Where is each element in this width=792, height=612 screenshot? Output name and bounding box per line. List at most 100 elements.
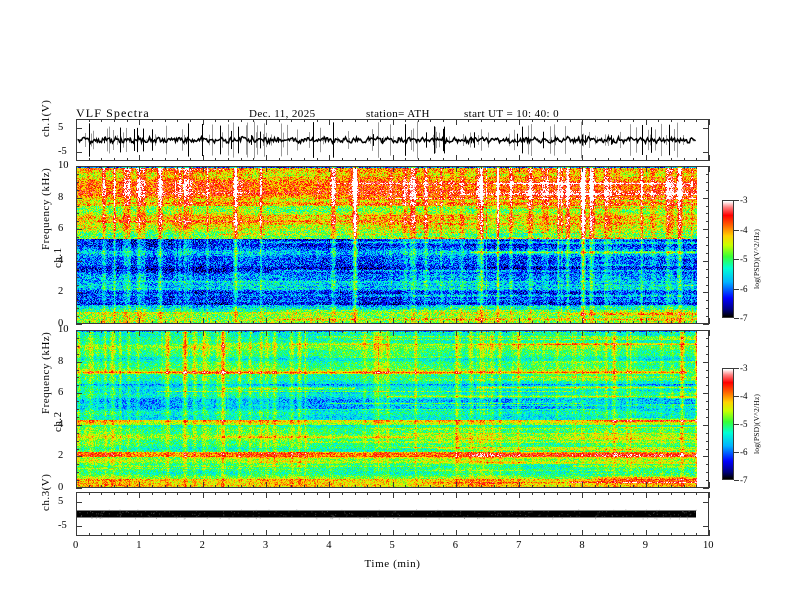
x-tick	[342, 485, 343, 488]
colorbar-tick-label: -5	[740, 254, 748, 264]
x-tick	[671, 330, 672, 333]
x-tick	[418, 158, 419, 161]
x-tick	[342, 321, 343, 324]
x-tick	[241, 158, 242, 161]
x-tick	[89, 166, 90, 169]
x-tick	[557, 485, 558, 488]
x-tick	[696, 321, 697, 324]
x-tick	[544, 166, 545, 169]
x-tick	[620, 533, 621, 536]
y-tick	[703, 324, 709, 325]
x-tick	[76, 119, 77, 125]
y-tick	[76, 456, 82, 457]
y-tick	[706, 346, 709, 347]
colorbar-tick-label: -3	[740, 363, 748, 373]
x-tick	[671, 321, 672, 324]
colorbar-tick-label: -6	[740, 284, 748, 294]
y-tick-label: -5	[58, 145, 67, 157]
x-tick	[203, 330, 204, 336]
x-tick	[456, 318, 457, 324]
x-tick	[304, 119, 305, 122]
x-tick	[190, 485, 191, 488]
x-tick	[380, 533, 381, 536]
x-tick	[506, 492, 507, 495]
x-tick	[101, 485, 102, 488]
x-tick	[380, 330, 381, 333]
x-tick	[620, 485, 621, 488]
x-tick	[266, 166, 267, 172]
y-tick	[706, 417, 709, 418]
x-tick	[177, 166, 178, 169]
x-tick	[481, 485, 482, 488]
x-tick	[355, 158, 356, 161]
x-tick	[443, 533, 444, 536]
x-tick	[76, 492, 77, 498]
x-tick	[253, 485, 254, 488]
y-tick	[703, 198, 709, 199]
x-tick	[317, 321, 318, 324]
x-tick	[241, 330, 242, 333]
x-tick	[329, 318, 330, 324]
x-tick	[709, 155, 710, 161]
y-tick	[76, 324, 82, 325]
x-tick	[658, 321, 659, 324]
x-tick	[241, 485, 242, 488]
x-tick	[570, 492, 571, 495]
x-tick	[380, 158, 381, 161]
x-tick	[380, 485, 381, 488]
x-tick	[152, 119, 153, 122]
x-tick	[89, 321, 90, 324]
colorbar-tick-label: -6	[740, 447, 748, 457]
x-tick	[671, 166, 672, 169]
x-tick	[633, 533, 634, 536]
x-tick	[443, 485, 444, 488]
y-tick	[703, 362, 709, 363]
x-tick	[405, 485, 406, 488]
x-tick	[393, 318, 394, 324]
x-tick	[241, 321, 242, 324]
x-tick	[165, 119, 166, 122]
colorbar-ch1-gradient	[722, 200, 734, 318]
x-tick	[101, 533, 102, 536]
x-tick	[620, 158, 621, 161]
x-tick	[241, 166, 242, 169]
x-tick	[506, 330, 507, 333]
x-tick	[139, 166, 140, 172]
x-tick	[684, 492, 685, 495]
x-tick	[608, 485, 609, 488]
ch1-axis-title-freq: Frequency (kHz)	[40, 167, 52, 250]
x-tick	[658, 492, 659, 495]
x-tick	[291, 158, 292, 161]
x-tick	[418, 166, 419, 169]
x-tick	[253, 119, 254, 122]
x-tick	[177, 321, 178, 324]
x-tick	[430, 485, 431, 488]
x-tick	[127, 330, 128, 333]
x-tick	[658, 119, 659, 122]
x-tick	[279, 485, 280, 488]
x-tick	[696, 158, 697, 161]
x-tick	[506, 321, 507, 324]
y-tick	[703, 526, 709, 527]
x-tick	[342, 330, 343, 333]
x-tick	[620, 330, 621, 333]
x-tick	[393, 166, 394, 172]
x-tick	[317, 158, 318, 161]
x-tick	[456, 330, 457, 336]
x-tick	[203, 155, 204, 161]
y-tick	[76, 464, 79, 465]
x-tick	[456, 155, 457, 161]
x-tick	[709, 318, 710, 324]
x-tick	[329, 482, 330, 488]
x-tick	[342, 119, 343, 122]
x-tick	[177, 533, 178, 536]
x-tick	[139, 482, 140, 488]
colorbar-tick-label: -4	[740, 225, 748, 235]
x-tick	[101, 158, 102, 161]
x-tick	[443, 330, 444, 333]
x-tick	[203, 318, 204, 324]
x-tick	[165, 485, 166, 488]
y-tick	[76, 417, 79, 418]
y-tick	[703, 292, 709, 293]
